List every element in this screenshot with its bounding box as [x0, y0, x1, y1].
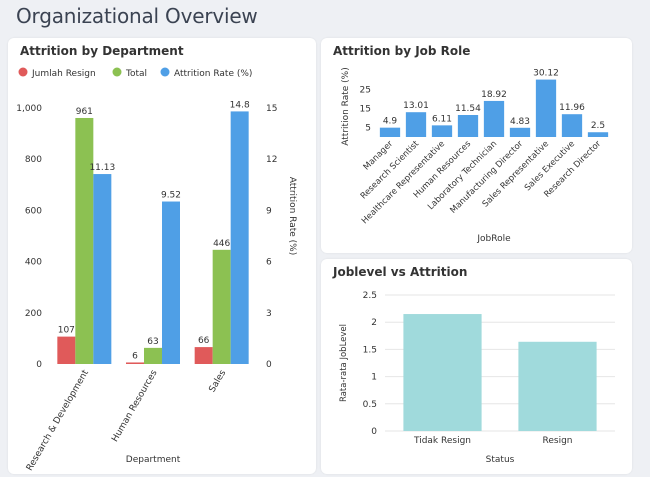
data-label: 18.92	[481, 90, 507, 100]
y-tick-label: 2.5	[363, 291, 377, 301]
legend-label-1: Total	[125, 69, 147, 79]
y-tick-label: 1,000	[16, 104, 42, 114]
jobrole-bar-2	[431, 125, 453, 137]
y-tick-label: 400	[25, 258, 42, 268]
y2-tick-label: 12	[266, 155, 277, 165]
jobrole-bar-1	[405, 112, 427, 137]
data-label: 30.12	[533, 69, 559, 79]
bar-2-0	[93, 174, 112, 364]
bar-0-1	[126, 362, 144, 364]
bar-0-0	[57, 336, 76, 364]
joblevel-bar-1	[518, 341, 597, 431]
data-label: 11.54	[455, 104, 481, 114]
data-label: 446	[213, 239, 230, 249]
joblevel-chart: 0 0.5 1 1.5 2 2.5 Rata-rata JobLevel Tidak Resi…	[339, 291, 615, 465]
jobrole-bar-5	[509, 127, 531, 137]
page-title: Organizational Overview	[16, 4, 258, 28]
legend-label-2: Attrition Rate (%)	[174, 69, 252, 79]
y-tick-label: 0	[371, 427, 377, 437]
data-label: 107	[58, 326, 75, 336]
y-tick-label: 600	[25, 206, 42, 216]
data-label: 11.13	[89, 163, 115, 173]
jobrole-bar-0	[379, 127, 401, 137]
joblevel-card: Joblevel vs Attrition 0 0.5 1 1.5 2 2.5 Rata-r…	[321, 259, 632, 474]
data-label: 9.52	[161, 191, 181, 201]
data-label: 6.11	[432, 114, 452, 124]
y-tick-label: 800	[25, 155, 42, 165]
data-label: 4.83	[510, 117, 530, 127]
department-card: Attrition by Department Jumlah Resign Tot…	[8, 38, 316, 474]
y2-tick-label: 9	[266, 206, 272, 216]
joblevel-bar-0	[403, 314, 482, 431]
data-label: 2.5	[591, 121, 605, 131]
y2-tick-label: 0	[266, 360, 272, 370]
jobrole-bar-6	[535, 79, 557, 137]
jobrole-bar-7	[561, 114, 583, 137]
y2-tick-label: 6	[266, 258, 272, 268]
x-tick-label: Tidak Resign	[413, 436, 471, 446]
data-label: 4.9	[383, 117, 398, 127]
bar-2-2	[230, 111, 249, 364]
data-label: 11.96	[559, 103, 585, 113]
x-tick-label: Sales	[208, 368, 229, 394]
y-tick-label: 15	[360, 104, 371, 114]
data-label: 66	[198, 336, 210, 346]
joblevel-card-title: Joblevel vs Attrition	[333, 265, 468, 279]
y2-axis-title: Attrition Rate (%)	[287, 177, 297, 255]
x-axis-title: Department	[126, 455, 181, 465]
bar-2-1	[162, 201, 180, 364]
legend-label-0: Jumlah Resign	[31, 69, 96, 79]
y-axis-title: Rata-rata JobLevel	[339, 324, 349, 402]
y-tick-label: 5	[365, 123, 371, 133]
data-label: 961	[76, 107, 93, 117]
y-tick-label: 1	[371, 373, 377, 383]
bar-1-1	[144, 347, 162, 364]
data-label: 6	[132, 351, 138, 361]
jobrole-bar-4	[483, 100, 505, 137]
data-label: 13.01	[403, 101, 429, 111]
legend-marker-0	[18, 67, 28, 77]
y-tick-label: 0.5	[363, 400, 377, 410]
legend-marker-2	[160, 67, 170, 77]
bar-1-0	[75, 117, 94, 364]
department-card-title: Attrition by Department	[20, 44, 184, 58]
jobrole-card-title: Attrition by Job Role	[333, 44, 471, 58]
jobrole-bar-3	[457, 115, 479, 137]
y-tick-label: 0	[36, 360, 42, 370]
x-tick-label: Human Resources	[110, 368, 159, 444]
x-axis-title: Status	[486, 455, 515, 465]
y2-tick-label: 15	[266, 104, 277, 114]
y-tick-label: 2	[371, 318, 377, 328]
y-tick-label: 25	[360, 85, 371, 95]
bar-0-2	[194, 347, 213, 364]
legend-marker-1	[112, 67, 122, 77]
y2-tick-label: 3	[266, 309, 272, 319]
x-tick-label: Research & Development	[25, 368, 91, 473]
jobrole-card: Attrition by Job Role 5 15 25 Attrition Rat…	[321, 38, 632, 253]
data-label: 14.8	[230, 100, 250, 110]
jobrole-bar-8	[587, 132, 609, 137]
x-axis-title: JobRole	[476, 234, 511, 244]
y-axis-title: Attrition Rate (%)	[341, 67, 351, 145]
data-label: 63	[147, 337, 158, 347]
y-tick-label: 1.5	[363, 345, 377, 355]
department-chart: Jumlah Resign Total Attrition Rate (%) 0 200…	[16, 67, 297, 473]
x-tick-label: Resign	[543, 436, 573, 446]
bar-1-2	[212, 249, 231, 364]
y-tick-label: 200	[25, 309, 42, 319]
